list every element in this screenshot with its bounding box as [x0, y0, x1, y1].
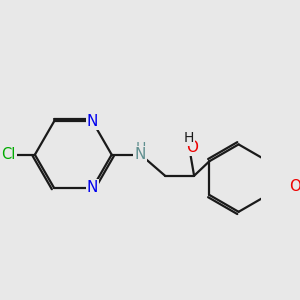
Text: N: N	[134, 147, 146, 162]
Text: N: N	[87, 114, 98, 129]
Text: H: H	[183, 131, 194, 145]
Text: N: N	[87, 180, 98, 195]
Text: H: H	[136, 141, 146, 155]
Text: O: O	[290, 179, 300, 194]
Text: O: O	[186, 140, 198, 155]
Text: Cl: Cl	[2, 147, 16, 162]
